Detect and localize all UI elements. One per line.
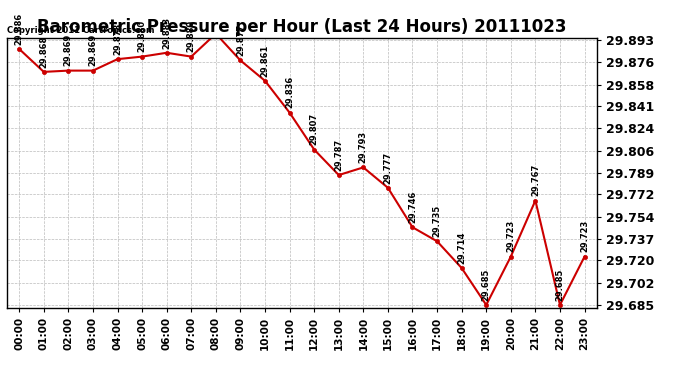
Title: Barometric Pressure per Hour (Last 24 Hours) 20111023: Barometric Pressure per Hour (Last 24 Ho…: [37, 18, 566, 36]
Text: 29.767: 29.767: [531, 164, 540, 196]
Text: 29.869: 29.869: [88, 34, 97, 66]
Text: Copyright 2011 Cartropics.com: Copyright 2011 Cartropics.com: [7, 26, 155, 35]
Text: 29.807: 29.807: [310, 113, 319, 146]
Text: 29.793: 29.793: [359, 131, 368, 163]
Text: 29.878: 29.878: [113, 23, 122, 55]
Text: 29.880: 29.880: [137, 20, 146, 53]
Text: 29.836: 29.836: [285, 76, 294, 108]
Text: 29.723: 29.723: [580, 220, 589, 252]
Text: 29.880: 29.880: [187, 20, 196, 53]
Text: 29.714: 29.714: [457, 231, 466, 264]
Text: 29.685: 29.685: [555, 268, 564, 301]
Text: 29.869: 29.869: [64, 34, 73, 66]
Text: 29.883: 29.883: [162, 16, 171, 49]
Text: 29.898: 29.898: [0, 374, 1, 375]
Text: 29.777: 29.777: [384, 152, 393, 184]
Text: 29.868: 29.868: [39, 36, 48, 68]
Text: 29.746: 29.746: [408, 191, 417, 223]
Text: 29.861: 29.861: [261, 44, 270, 76]
Text: 29.877: 29.877: [236, 24, 245, 56]
Text: 29.787: 29.787: [334, 139, 343, 171]
Text: 29.886: 29.886: [14, 12, 23, 45]
Text: 29.685: 29.685: [482, 268, 491, 301]
Text: 29.735: 29.735: [433, 205, 442, 237]
Text: 29.723: 29.723: [506, 220, 515, 252]
